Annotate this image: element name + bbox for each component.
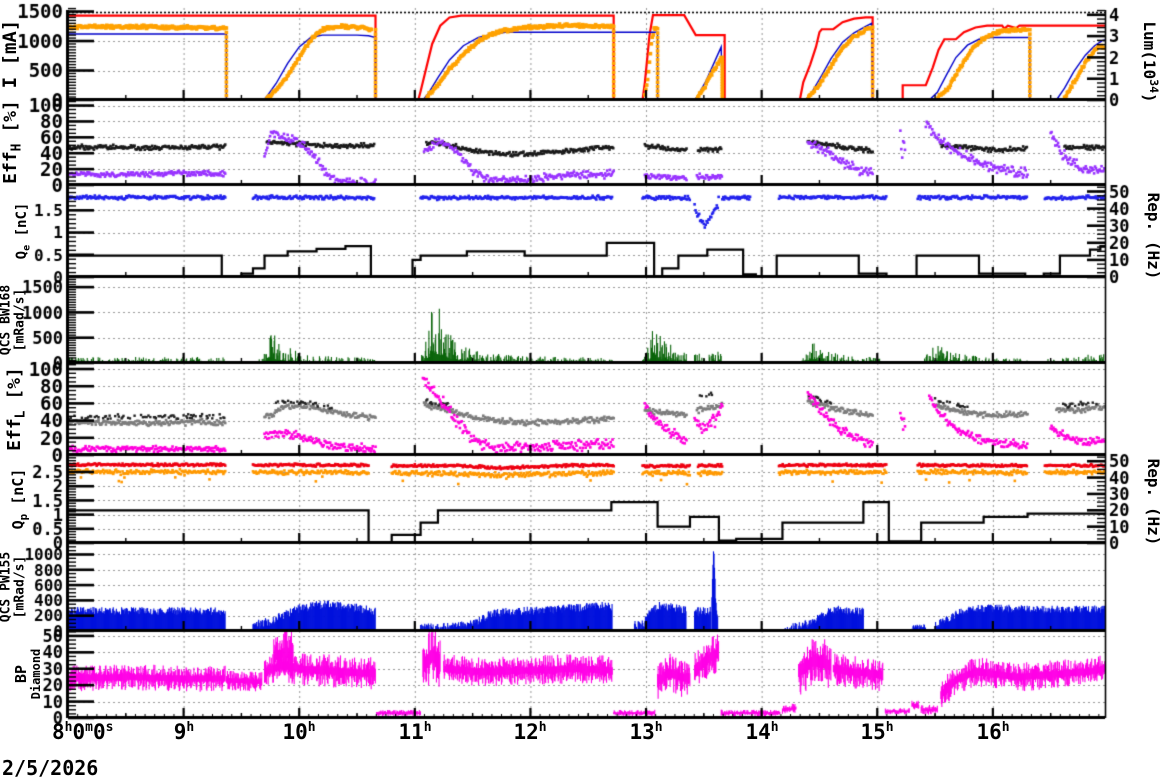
y-axis-label-eff-l: EffL [%] (3, 367, 29, 451)
y-axis-label-qe: Qe [nC] (13, 202, 33, 260)
y-axis-label-qcs-pw155: QCS PW155 [mRad/s] (0, 551, 27, 623)
x-tick-label-12h: 12h (513, 720, 547, 744)
y-axis-label-luminosity: Lum(1034) (1139, 21, 1162, 103)
x-tick-label-11h: 11h (398, 720, 432, 744)
date-label: 2/5/2026 (2, 756, 99, 780)
y-axis-label-rep-rate-e: Rep. (Hz) (1144, 192, 1163, 280)
x-tick-label-10h: 10h (282, 720, 316, 744)
x-tick-label-start: 8h0m0s (52, 720, 114, 744)
x-tick-label-16h: 16h (976, 720, 1010, 744)
y-axis-label-bp-diamond: BP Diamond (11, 648, 43, 700)
y-axis-label-current: I [mA] (0, 19, 22, 89)
y-axis-label-eff-h: EffH [%] (0, 100, 25, 184)
y-axis-label-qcs-bw168: QCS BW168 [mRad/s] (0, 284, 27, 356)
x-tick-label-15h: 15h (860, 720, 894, 744)
x-tick-label-9h: 9h (173, 720, 195, 744)
y-axis-label-qp: Qp [nC] (8, 468, 30, 530)
y-axis-label-rep-rate-p: Rep. (Hz) (1144, 458, 1163, 546)
x-tick-label-14h: 14h (745, 720, 779, 744)
x-tick-label-13h: 13h (629, 720, 663, 744)
